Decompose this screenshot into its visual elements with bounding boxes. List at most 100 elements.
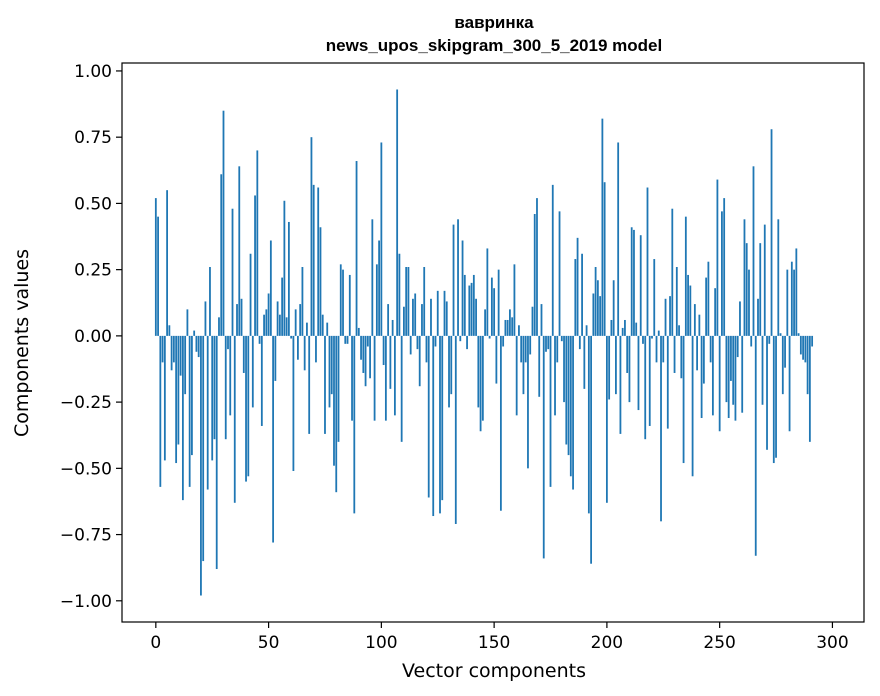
bar-117 (418, 335, 421, 387)
bar-54 (276, 301, 279, 336)
bar-274 (772, 335, 775, 464)
bar-87 (351, 335, 353, 421)
bar-79 (333, 335, 335, 466)
bar-150 (493, 288, 496, 336)
bar-131 (450, 335, 453, 395)
bar-248 (714, 288, 717, 336)
bar-156 (506, 319, 509, 336)
bar-287 (802, 335, 804, 360)
bar-14 (186, 309, 189, 336)
bar-181 (563, 335, 565, 403)
x-tick-label: 150 (478, 633, 510, 653)
y-tick-label: −0.25 (60, 393, 112, 413)
bar-268 (759, 243, 762, 336)
bar-163 (522, 335, 525, 395)
bar-115 (414, 293, 417, 336)
bar-238 (691, 335, 694, 477)
bar-144 (479, 335, 482, 432)
bar-72 (317, 187, 320, 336)
bar-217 (644, 335, 647, 440)
bar-282 (790, 261, 793, 336)
bar-62 (294, 309, 297, 336)
bar-97 (373, 335, 376, 421)
bar-178 (556, 335, 559, 363)
bar-61 (292, 335, 295, 471)
bar-192 (587, 335, 590, 514)
bar-118 (421, 304, 423, 336)
bar-128 (443, 290, 446, 336)
bar-242 (700, 335, 703, 419)
bar-126 (439, 335, 441, 514)
bar-92 (362, 335, 365, 373)
bar-204 (615, 335, 617, 395)
bar-239 (693, 304, 696, 336)
bar-102 (384, 335, 387, 421)
bar-107 (396, 89, 399, 336)
bar-106 (393, 335, 396, 416)
bar-161 (518, 325, 520, 336)
bar-155 (504, 319, 507, 336)
bar-179 (558, 211, 561, 336)
bar-197 (599, 296, 602, 336)
bar-21 (202, 335, 205, 562)
bar-25 (211, 335, 214, 461)
bar-47 (260, 335, 263, 426)
bar-93 (364, 335, 367, 387)
bar-41 (247, 335, 250, 477)
bar-24 (209, 267, 211, 336)
bar-101 (382, 335, 385, 366)
bar-45 (256, 150, 259, 336)
bar-130 (448, 335, 450, 408)
bar-42 (249, 253, 252, 336)
bar-8 (172, 335, 175, 363)
bar-182 (565, 335, 568, 445)
bar-132 (452, 224, 455, 336)
bar-261 (743, 219, 746, 336)
bar-285 (797, 333, 800, 336)
bar-209 (626, 335, 629, 373)
bar-251 (721, 211, 723, 336)
bar-167 (531, 306, 534, 336)
bar-231 (675, 267, 678, 336)
bar-190 (583, 335, 586, 389)
bar-65 (301, 267, 304, 336)
bar-137 (463, 274, 466, 336)
bar-201 (608, 335, 611, 400)
bar-205 (617, 142, 620, 336)
bar-31 (224, 335, 227, 440)
bar-232 (678, 325, 680, 336)
bar-120 (425, 335, 428, 363)
bar-23 (206, 335, 209, 490)
bar-7 (170, 335, 173, 371)
bar-176 (551, 184, 554, 336)
bar-160 (515, 335, 518, 416)
bar-269 (761, 335, 764, 405)
bar-78 (330, 335, 333, 395)
bar-40 (245, 335, 247, 482)
bar-140 (470, 282, 473, 336)
bar-27 (215, 335, 218, 570)
bar-229 (671, 208, 674, 336)
bar-60 (290, 335, 293, 339)
bar-284 (795, 248, 798, 336)
bar-1 (157, 216, 159, 336)
bar-148 (488, 335, 491, 339)
bar-157 (509, 309, 511, 336)
bar-237 (689, 285, 692, 336)
bar-88 (353, 335, 356, 514)
bar-244 (705, 277, 708, 336)
bar-142 (475, 298, 477, 336)
bar-172 (542, 335, 545, 559)
bar-208 (624, 319, 626, 336)
bar-37 (238, 166, 241, 336)
bar-159 (513, 264, 516, 336)
bar-226 (664, 298, 667, 336)
bar-113 (409, 335, 412, 355)
bar-76 (326, 322, 329, 336)
bar-28 (218, 317, 220, 336)
bar-81 (337, 335, 340, 442)
bar-149 (490, 277, 493, 336)
bar-99 (378, 240, 380, 336)
bar-227 (666, 335, 669, 429)
bar-216 (642, 335, 644, 344)
